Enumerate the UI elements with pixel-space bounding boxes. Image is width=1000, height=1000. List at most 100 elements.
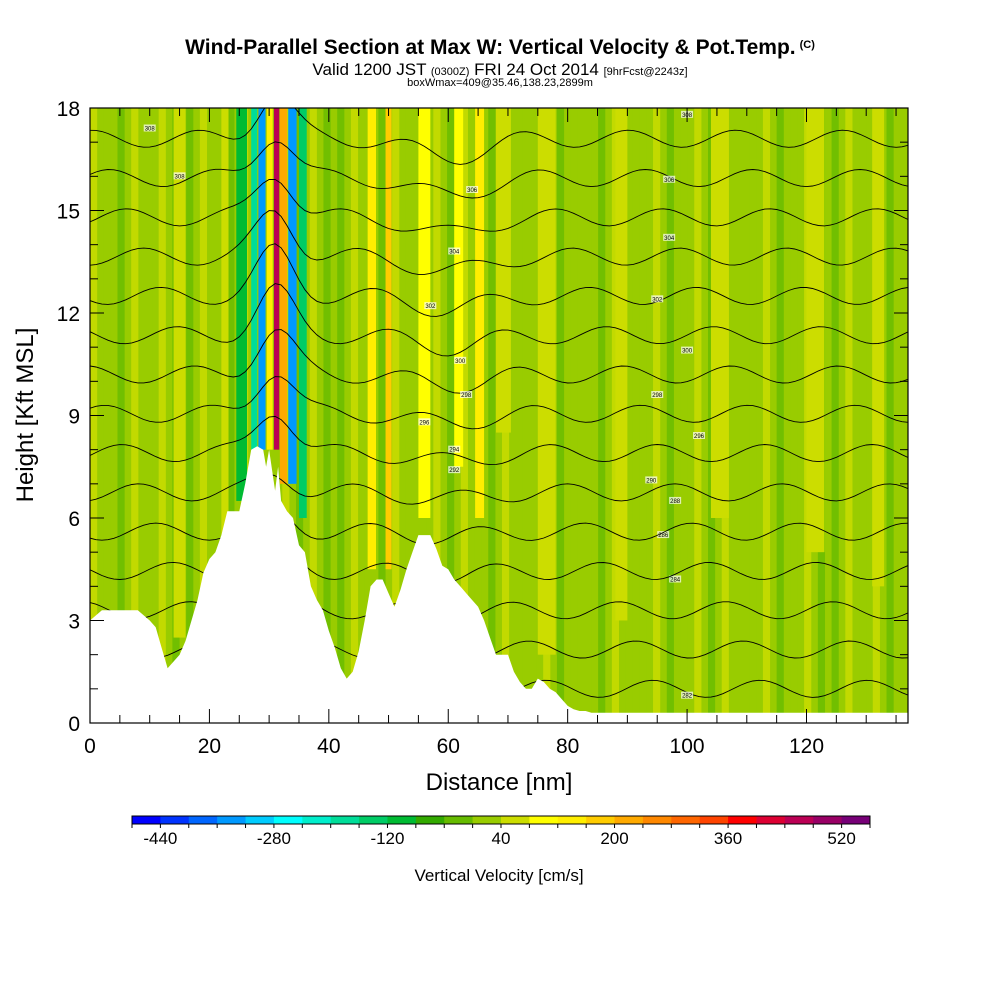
field-streak — [378, 108, 386, 723]
contour-label-bg — [448, 466, 461, 474]
velocity-band-10 — [367, 108, 377, 570]
theta-contour-294 — [90, 376, 908, 430]
y-tick-label: 9 — [68, 406, 80, 429]
contour-label-bg — [663, 233, 676, 241]
y-tick-label: 3 — [68, 611, 80, 634]
valid-time: Valid 1200 JST — [312, 60, 427, 79]
field-streak — [598, 108, 606, 723]
colorbar-tick-label: 40 — [492, 829, 511, 848]
contour-label-bg — [693, 432, 706, 439]
box-info: boxWmax=409@35.46,138.23,2899m — [407, 77, 593, 89]
contour-label-bg — [669, 575, 682, 583]
y-tick-label: 0 — [68, 713, 80, 736]
chart-title-text: Wind-Parallel Section at Max W: Vertical… — [185, 36, 796, 59]
contour-label-bg — [454, 356, 467, 364]
field-streak — [103, 108, 111, 723]
velocity-band-8 — [221, 108, 229, 536]
contour-label-bg — [424, 302, 437, 310]
contour-label-308: 308 — [145, 127, 156, 133]
theta-contour-300 — [90, 243, 908, 317]
colorbar-swatch — [813, 816, 843, 824]
field-streak — [337, 108, 345, 723]
velocity-band-19 — [806, 108, 825, 553]
colorbar: -440 -280 -120 40 200 360 520 — [131, 815, 871, 848]
colorbar-tick-label: 200 — [600, 829, 628, 848]
contour-label-292: 292 — [449, 468, 460, 474]
colorbar-swatch — [472, 816, 502, 824]
contour-label-bg — [663, 175, 676, 183]
velocity-band-2 — [266, 108, 273, 450]
field-streak — [859, 108, 867, 723]
colorbar-swatch — [132, 816, 161, 824]
colorbar-swatch — [359, 816, 388, 824]
field-streak — [831, 108, 839, 723]
colorbar-swatch — [188, 816, 218, 824]
field-streak — [584, 108, 592, 723]
contour-label-290: 290 — [646, 478, 657, 484]
velocity-band-0 — [251, 108, 258, 450]
field-streak — [186, 108, 194, 723]
colorbar-swatch — [699, 816, 729, 824]
colorbar-swatch — [387, 816, 417, 824]
colorbar-swatch — [501, 816, 530, 824]
field-streak — [392, 108, 400, 723]
field-streak — [213, 108, 221, 723]
velocity-band-4 — [279, 108, 288, 484]
chart-subtitle: Valid 1200 JST (0300Z) FRI 24 Oct 2014 [… — [0, 60, 1000, 80]
contour-label-282: 282 — [682, 694, 693, 700]
x-axis-label: Distance [nm] — [426, 769, 573, 796]
field-streak — [350, 108, 359, 723]
colorbar-swatch — [245, 816, 275, 824]
velocity-band-3 — [273, 108, 280, 450]
x-tick-label: 60 — [437, 735, 460, 758]
colorbar-swatch — [444, 816, 474, 824]
velocity-band-11 — [385, 108, 392, 570]
chart-title: Wind-Parallel Section at Max W: Vertical… — [0, 36, 1000, 60]
x-tick-label: 20 — [198, 735, 221, 758]
x-tick-label: 40 — [317, 735, 340, 758]
field-streak — [158, 108, 166, 723]
velocity-band-18 — [710, 108, 729, 518]
contour-label-bg — [448, 445, 461, 453]
colorbar-tick-label: -440 — [143, 829, 177, 848]
field-streak — [309, 108, 317, 723]
field-streak — [762, 108, 771, 723]
velocity-band-6 — [298, 108, 307, 518]
contour-label-296: 296 — [694, 434, 705, 440]
contour-label-bg — [448, 247, 461, 255]
contour-label-302: 302 — [652, 297, 663, 303]
theta-contour-298 — [90, 283, 908, 357]
field-streak — [529, 108, 537, 723]
contour-label-298: 298 — [461, 393, 472, 399]
colorbar-tick-label: -280 — [257, 829, 291, 848]
colorbar-swatch — [671, 816, 701, 824]
colorbar-swatch — [415, 816, 445, 824]
copyright-mark: (C) — [799, 39, 815, 51]
field-streak — [323, 108, 331, 723]
contour-label-bg — [681, 691, 694, 699]
valid-date: FRI 24 Oct 2014 — [474, 60, 599, 79]
field-streak — [653, 108, 661, 723]
forecast-info: [9hrFcst@2243z] — [603, 66, 688, 78]
y-tick-label: 15 — [57, 201, 80, 224]
field-streak — [735, 108, 743, 723]
velocity-band-15 — [496, 108, 511, 433]
field-streak — [886, 108, 894, 723]
colorbar-swatch — [586, 816, 616, 824]
field-streak — [117, 108, 125, 723]
plot-area: 2802822842862882902922942962962982983003… — [90, 108, 908, 723]
contour-label-308: 308 — [175, 174, 186, 180]
velocity-band-12 — [418, 108, 431, 518]
velocity-band-9 — [173, 108, 186, 638]
contour-label-294: 294 — [449, 448, 460, 454]
contour-label-bg — [681, 346, 694, 354]
velocity-band-14 — [475, 108, 485, 518]
contour-label-bg — [418, 418, 431, 426]
colorbar-title: Vertical Velocity [cm/s] — [414, 866, 583, 885]
colorbar-swatch — [614, 816, 644, 824]
x-tick-label: 80 — [556, 735, 579, 758]
contour-label-bg — [645, 476, 658, 484]
theta-contour-292 — [90, 415, 908, 466]
colorbar-swatch — [302, 816, 332, 824]
